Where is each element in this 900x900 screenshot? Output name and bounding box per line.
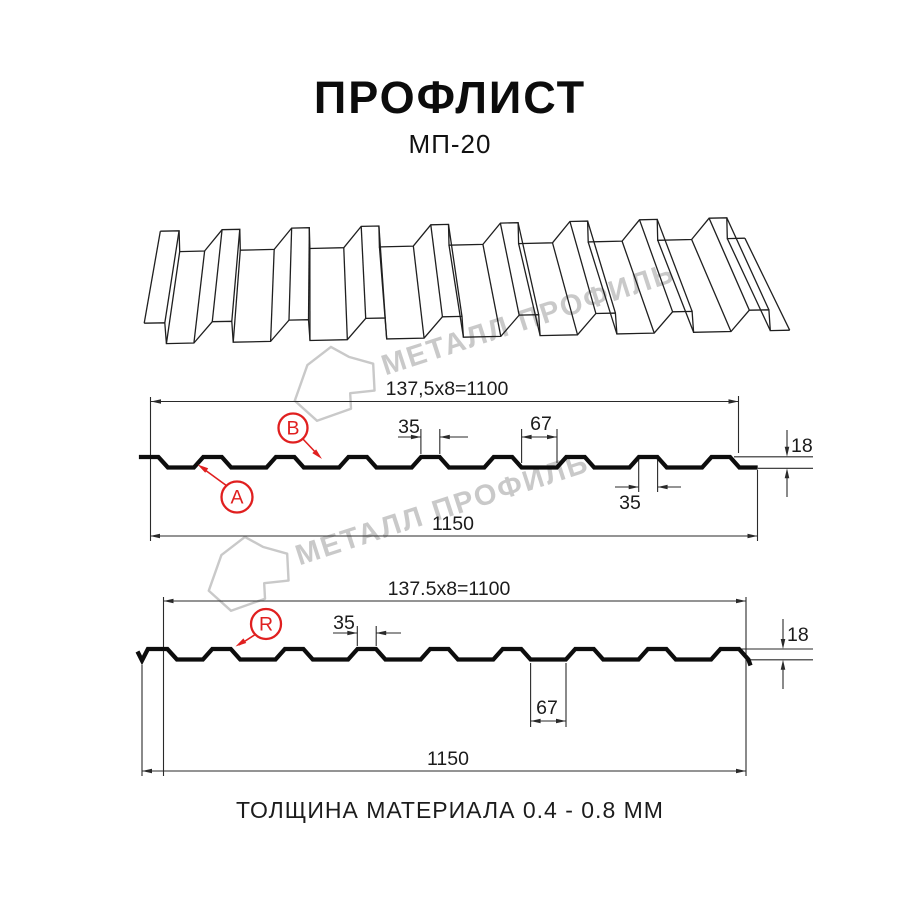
sketch-fold-line <box>143 231 161 324</box>
sketch-fold-line <box>232 250 241 343</box>
dim-height-label-2: 18 <box>787 624 809 646</box>
marker-b-label: B <box>286 418 299 440</box>
marker-circle <box>249 607 283 641</box>
arrowhead <box>780 639 786 649</box>
sketch-fold-line <box>656 219 693 312</box>
sketch-fold-line <box>412 245 425 339</box>
sketch-fold-line <box>430 224 444 317</box>
arrowhead <box>728 399 739 404</box>
sketch-back-edge <box>160 217 745 253</box>
arrowhead <box>235 638 247 647</box>
sketch-fold-line <box>269 249 275 342</box>
dim-valley-label-1: 67 <box>530 413 552 435</box>
arrowhead <box>780 659 786 670</box>
sketch-fold-line <box>360 226 367 319</box>
profile-cross-sections <box>135 454 758 667</box>
marker-r-label: R <box>259 614 273 636</box>
arrowhead <box>628 484 639 490</box>
dim-working-width-label-2: 137.5x8=1100 <box>388 578 511 600</box>
arrowhead <box>150 533 160 539</box>
sketch-fold-line <box>165 251 181 344</box>
profile-section-1 <box>138 454 758 470</box>
dim-valley-label-2: 67 <box>536 697 558 719</box>
dim-total-width-label-2: 1150 <box>427 748 469 770</box>
sketch-fold-line <box>307 227 310 320</box>
arrowhead <box>736 598 746 604</box>
metal-profil-logo-icon <box>293 345 376 423</box>
dim-rib-top-label-2: 35 <box>333 612 355 634</box>
sketch-fold-line <box>482 244 502 337</box>
sketch-fold-line <box>587 220 617 314</box>
metal-profil-logo-icon <box>207 535 290 613</box>
sketch-fold-line <box>231 229 241 322</box>
arrowhead <box>312 449 322 459</box>
arrowhead <box>439 434 450 440</box>
sketch-fold-line <box>211 229 223 322</box>
marker-circle <box>277 412 309 444</box>
arrowhead <box>547 434 557 440</box>
arrowhead <box>657 484 668 490</box>
sketch-fold-line <box>587 241 618 335</box>
sketch-fold-line <box>726 238 771 331</box>
red-markers <box>197 412 322 647</box>
material-thickness-note: ТОЛЩИНА МАТЕРИАЛА 0.4 - 0.8 ММ <box>236 797 664 823</box>
sketch-fold-line <box>448 245 465 338</box>
page-title: ПРОФЛИСТ <box>313 72 587 123</box>
profile-3d-sketch <box>143 217 791 345</box>
dim-rib-top-label-1: 35 <box>398 416 420 438</box>
arrowhead <box>197 464 209 473</box>
arrowhead <box>376 630 387 636</box>
arrowhead <box>784 446 790 457</box>
arrowhead <box>163 598 174 604</box>
arrowhead <box>410 434 421 440</box>
arrowhead <box>556 718 566 724</box>
sketch-fold-line <box>193 250 206 344</box>
sketch-fold-line <box>499 223 520 316</box>
marker-circle <box>220 480 254 514</box>
arrowhead <box>784 468 790 479</box>
sketch-fold-line <box>551 242 579 335</box>
arrowhead <box>530 718 541 724</box>
sketch-fold-line <box>708 217 750 311</box>
sketch-fold-line <box>744 237 791 331</box>
sketch-fold-line <box>517 222 540 315</box>
sketch-fold-line <box>447 224 463 317</box>
arrowhead <box>521 434 532 440</box>
profile-section-2 <box>135 646 753 667</box>
dim-working-width-label-1: 137,5x8=1100 <box>386 378 509 400</box>
dim-height-label-1: 18 <box>791 435 813 457</box>
sketch-fold-line <box>164 230 180 323</box>
dim-total-width-label-1: 1150 <box>432 513 474 535</box>
sketch-fold-line <box>517 243 541 336</box>
arrowhead <box>347 630 358 636</box>
sketch-fold-line <box>569 221 597 314</box>
sketch-fold-line <box>343 247 348 340</box>
sketch-fold-line <box>288 228 293 321</box>
sketch-fold-line <box>638 219 674 313</box>
sketch-fold-line <box>657 240 695 333</box>
dimension-lines <box>141 396 813 776</box>
page-subtitle: МП-20 <box>408 129 492 159</box>
arrowhead <box>736 768 746 774</box>
sketch-fold-line <box>621 240 655 334</box>
arrowhead <box>151 399 161 404</box>
marker-a-label: A <box>230 487 243 509</box>
sketch-fold-line <box>726 217 770 311</box>
dim-rib-bottom-label-1: 35 <box>619 492 641 514</box>
arrowhead <box>747 533 758 539</box>
sketch-fold-line <box>691 239 732 332</box>
sketch-fold-line <box>378 246 388 339</box>
arrowhead <box>142 768 152 774</box>
